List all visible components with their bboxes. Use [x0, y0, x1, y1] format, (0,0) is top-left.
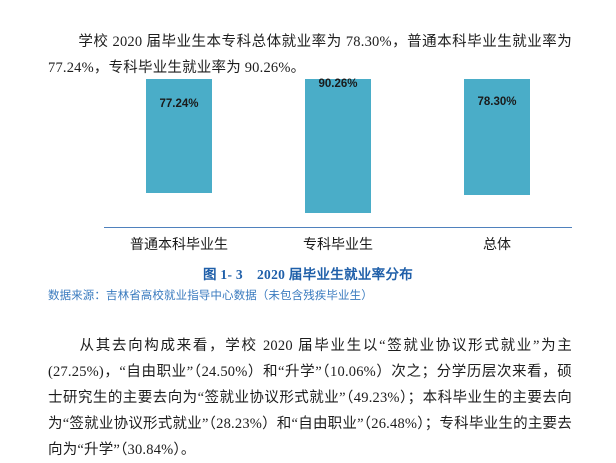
bar-value-0: 77.24%	[159, 98, 199, 110]
bar-group-0: 77.24%	[104, 79, 254, 227]
figure-caption-number: 图 1- 3	[202, 267, 243, 282]
bar-group-2: 78.30%	[422, 79, 572, 227]
bar-2	[464, 79, 530, 195]
bar-group-1: 90.26%	[263, 78, 413, 227]
figure-source-note: 数据来源：吉林省高校就业指导中心数据（未包含残疾毕业生）	[48, 290, 373, 302]
bar-1	[305, 79, 371, 213]
intro-paragraph-text: 学校 2020 届毕业生本专科总体就业率为 78.30%，普通本科毕业生就业率为…	[48, 33, 572, 76]
x-tick-label-2: 总体	[483, 238, 511, 253]
bar-value-2: 78.30%	[477, 96, 517, 108]
bar-0	[146, 79, 212, 193]
chart-plot-area: 77.24% 90.26% 78.30% 普通本科毕业生 专科毕业生 总体	[48, 78, 572, 253]
bar-value-1: 90.26%	[318, 78, 358, 90]
x-tick-label-0: 普通本科毕业生	[130, 238, 228, 253]
figure-caption-title: 2020 届毕业生就业率分布	[256, 267, 414, 282]
x-axis-line	[104, 227, 572, 228]
figure-caption: 图 1- 3 2020 届毕业生就业率分布	[0, 263, 616, 283]
x-tick-label-1: 专科毕业生	[303, 238, 373, 253]
intro-paragraph: 学校 2020 届毕业生本专科总体就业率为 78.30%，普通本科毕业生就业率为…	[48, 29, 572, 81]
destination-paragraph: 从其去向构成来看，学校 2020 届毕业生以“签就业协议形式就业”为主(27.2…	[48, 333, 572, 463]
employment-rate-bar-chart: 77.24% 90.26% 78.30% 普通本科毕业生 专科毕业生 总体	[48, 78, 572, 253]
destination-paragraph-text: 从其去向构成来看，学校 2020 届毕业生以“签就业协议形式就业”为主(27.2…	[48, 337, 572, 458]
